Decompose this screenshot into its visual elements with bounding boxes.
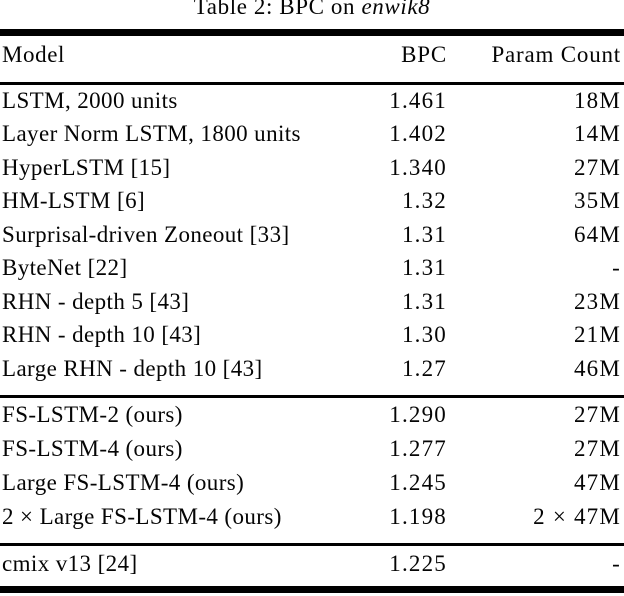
caption-dataset-name: enwik8 — [361, 0, 431, 19]
model-cell: ByteNet [22] — [2, 255, 128, 280]
table-row: RHN - depth 5 [43] 1.31 23M — [0, 285, 624, 319]
table-row: Large FS-LSTM-4 (ours) 1.245 47M — [0, 466, 624, 500]
bpc-cell: 1.402 — [389, 121, 447, 146]
param-count-cell: 14M — [573, 121, 621, 146]
param-count-cell: 46M — [573, 356, 621, 381]
param-count-cell: 27M — [573, 436, 621, 461]
model-cell: HM-LSTM [6] — [2, 188, 146, 213]
table-row: cmix v13 [24] 1.225 - — [0, 547, 624, 581]
section-separator-rule — [0, 395, 624, 398]
param-count-cell: 64M — [573, 222, 621, 247]
bpc-cell: 1.245 — [389, 470, 447, 495]
model-cell: HyperLSTM [15] — [2, 155, 171, 180]
param-count-cell: 47M — [573, 470, 621, 495]
table-row: Large RHN - depth 10 [43] 1.27 46M — [0, 352, 624, 386]
model-cell: RHN - depth 5 [43] — [2, 289, 190, 314]
model-cell: Large RHN - depth 10 [43] — [2, 356, 263, 381]
param-count-cell: 18M — [573, 88, 621, 113]
param-count-cell: 23M — [573, 289, 621, 314]
model-cell: 2 × Large FS-LSTM-4 (ours) — [2, 504, 282, 529]
column-header-bpc: BPC — [401, 42, 447, 67]
bpc-cell: 1.31 — [401, 289, 447, 314]
param-count-cell: - — [612, 255, 621, 280]
column-header-model: Model — [2, 42, 66, 67]
caption-text: Table 2: BPC on — [193, 0, 362, 19]
bpc-cell: 1.290 — [389, 402, 447, 427]
table-row: LSTM, 2000 units 1.461 18M — [0, 84, 624, 118]
model-cell: LSTM, 2000 units — [2, 88, 178, 113]
table-row: 2 × Large FS-LSTM-4 (ours) 1.198 2 × 47M — [0, 500, 624, 534]
param-count-cell: 21M — [573, 322, 621, 347]
model-cell: Large FS-LSTM-4 (ours) — [2, 470, 245, 495]
param-count-cell: - — [612, 551, 621, 576]
table-row: FS-LSTM-4 (ours) 1.277 27M — [0, 432, 624, 466]
param-count-cell: 27M — [573, 402, 621, 427]
bpc-cell: 1.31 — [401, 222, 447, 247]
table-row: RHN - depth 10 [43] 1.30 21M — [0, 318, 624, 352]
table-row: Layer Norm LSTM, 1800 units 1.402 14M — [0, 117, 624, 151]
column-header-param-count: Param Count — [491, 42, 621, 67]
table-row: Surprisal-driven Zoneout [33] 1.31 64M — [0, 218, 624, 252]
bpc-cell: 1.461 — [389, 88, 447, 113]
bpc-cell: 1.340 — [389, 155, 447, 180]
table-row: HyperLSTM [15] 1.340 27M — [0, 151, 624, 185]
table-caption: Table 2: BPC on enwik8 — [0, 0, 624, 24]
model-cell: cmix v13 [24] — [2, 551, 138, 576]
model-cell: FS-LSTM-2 (ours) — [2, 402, 183, 427]
bpc-cell: 1.31 — [401, 255, 447, 280]
bpc-cell: 1.27 — [401, 356, 447, 381]
param-count-cell: 27M — [573, 155, 621, 180]
bpc-cell: 1.30 — [401, 322, 447, 347]
param-count-cell: 35M — [573, 188, 621, 213]
header-separator-rule — [0, 82, 624, 85]
table-bottom-rule — [0, 586, 624, 593]
param-count-cell: 2 × 47M — [533, 504, 621, 529]
table-row: FS-LSTM-2 (ours) 1.290 27M — [0, 398, 624, 432]
table-row: ByteNet [22] 1.31 - — [0, 251, 624, 285]
section-separator-rule — [0, 543, 624, 546]
table-top-rule — [0, 29, 624, 36]
bpc-cell: 1.277 — [389, 436, 447, 461]
model-cell: FS-LSTM-4 (ours) — [2, 436, 183, 461]
bpc-cell: 1.32 — [401, 188, 447, 213]
bpc-cell: 1.225 — [389, 551, 447, 576]
model-cell: Surprisal-driven Zoneout [33] — [2, 222, 290, 247]
table-header-row: Model BPC Param Count — [0, 38, 624, 72]
bpc-cell: 1.198 — [389, 504, 447, 529]
table-row: HM-LSTM [6] 1.32 35M — [0, 184, 624, 218]
model-cell: Layer Norm LSTM, 1800 units — [2, 121, 301, 146]
model-cell: RHN - depth 10 [43] — [2, 322, 202, 347]
